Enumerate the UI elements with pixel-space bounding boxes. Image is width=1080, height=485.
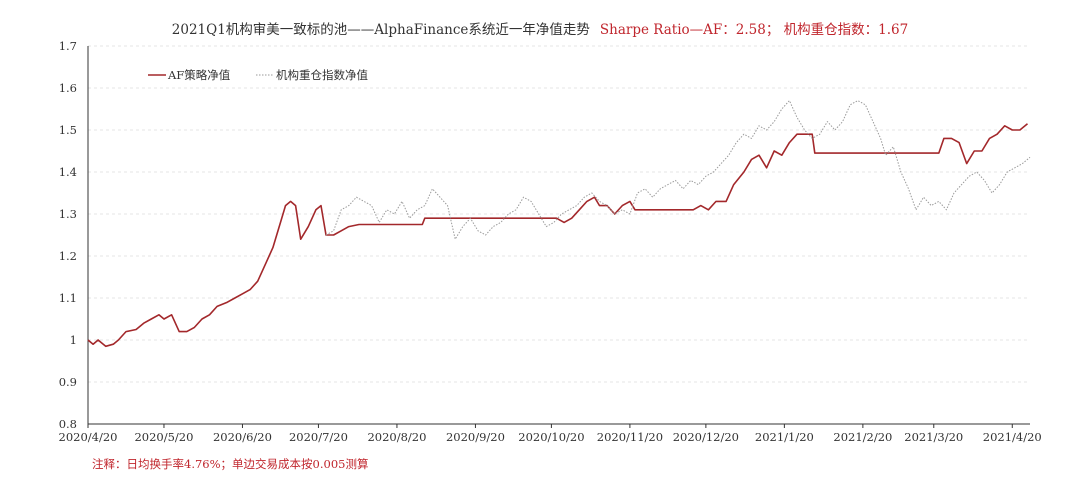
legend-index-label: 机构重仓指数净值 bbox=[276, 68, 368, 82]
y-tick-label: 1 bbox=[70, 333, 77, 347]
chart-title-main: 2021Q1机构审美一致标的池——AlphaFinance系统近一年净值走势 bbox=[171, 22, 590, 38]
y-tick-label: 0.8 bbox=[59, 417, 77, 431]
series-line-af bbox=[87, 123, 1029, 348]
sharpe-ratio-text: Sharpe Ratio—AF：2.58； 机构重仓指数：1.67 bbox=[599, 22, 909, 38]
chart-title: 2021Q1机构审美一致标的池——AlphaFinance系统近一年净值走势 Sh… bbox=[0, 18, 1080, 38]
x-tick-label: 2020/7/20 bbox=[289, 430, 348, 444]
x-tick-label: 2020/10/20 bbox=[518, 430, 584, 444]
x-tick-label: 2020/11/20 bbox=[597, 430, 663, 444]
x-tick-label: 2021/2/20 bbox=[833, 430, 892, 444]
x-tick-label: 2021/1/20 bbox=[755, 430, 814, 444]
x-tick-label: 2020/4/20 bbox=[59, 430, 118, 444]
x-tick-label: 2020/5/20 bbox=[134, 430, 193, 444]
x-tick-label: 2020/12/20 bbox=[673, 430, 739, 444]
x-tick-label: 2021/4/20 bbox=[983, 430, 1042, 444]
x-tick-label: 2020/6/20 bbox=[213, 430, 272, 444]
y-tick-label: 0.9 bbox=[59, 375, 77, 389]
y-tick-label: 1.3 bbox=[59, 207, 77, 221]
y-tick-label: 1.1 bbox=[59, 291, 77, 305]
nav-line-chart: 0.8 0.9 1 1.1 1.2 1.3 1.4 1.5 1.6 1.7 2020/4/20 202… bbox=[59, 39, 1042, 444]
axes: 0.8 0.9 1 1.1 1.2 1.3 1.4 1.5 1.6 1.7 2020/4/20 202… bbox=[59, 39, 1042, 444]
x-tick-label: 2020/8/20 bbox=[367, 430, 426, 444]
y-tick-label: 1.4 bbox=[59, 165, 77, 179]
x-tick-label: 2021/3/20 bbox=[904, 430, 963, 444]
y-tick-label: 1.6 bbox=[59, 81, 77, 95]
footnote: 注释：日均换手率4.76%；单边交易成本按0.005测算 bbox=[92, 457, 369, 471]
legend-af-label: AF策略净值 bbox=[167, 68, 231, 82]
y-tick-label: 1.5 bbox=[59, 123, 77, 137]
legend: AF策略净值 机构重仓指数净值 bbox=[148, 68, 368, 82]
x-tick-label: 2020/9/20 bbox=[446, 430, 505, 444]
y-tick-label: 1.7 bbox=[59, 39, 77, 53]
y-tick-label: 1.2 bbox=[59, 249, 77, 263]
series-lines bbox=[87, 100, 1031, 348]
gridlines bbox=[88, 45, 1030, 383]
series-line-index bbox=[325, 100, 1031, 240]
